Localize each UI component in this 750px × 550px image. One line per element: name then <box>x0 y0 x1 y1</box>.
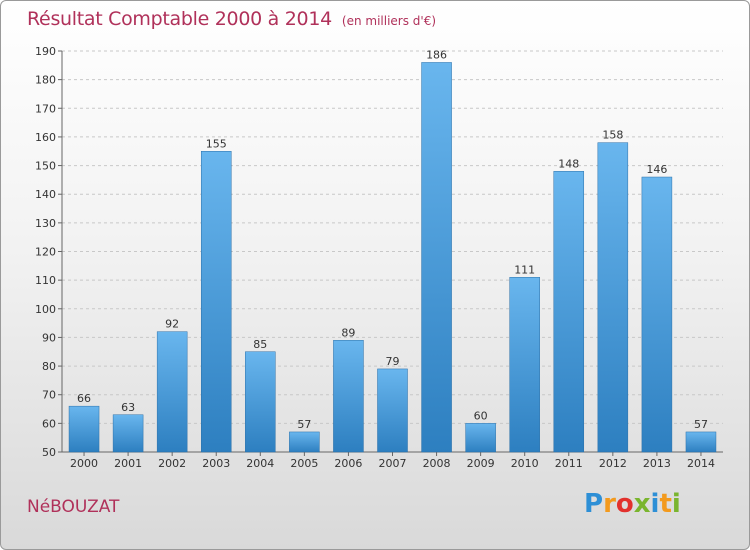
bar-value-label: 158 <box>602 129 623 142</box>
bar <box>289 431 320 453</box>
bar <box>465 423 496 453</box>
bar-value-label: 155 <box>206 137 227 150</box>
logo-letter: i <box>650 489 660 519</box>
x-tick-label: 2003 <box>202 457 230 470</box>
bar-value-label: 63 <box>121 401 135 414</box>
y-tick-label: 80 <box>42 360 56 373</box>
y-tick-label: 130 <box>35 217 56 230</box>
bar <box>200 151 232 453</box>
bar <box>421 62 452 453</box>
y-tick-label: 190 <box>35 45 56 58</box>
x-tick-label: 2004 <box>246 457 274 470</box>
proxiti-logo[interactable]: Proxiti <box>584 489 681 519</box>
bar-value-label: 57 <box>297 418 311 431</box>
logo-letter: r <box>603 489 616 519</box>
bar <box>685 431 717 453</box>
bar-value-label: 85 <box>253 338 267 351</box>
bar-value-label: 148 <box>558 157 579 170</box>
y-tick-label: 60 <box>42 417 56 430</box>
bar <box>245 351 276 453</box>
x-tick-label: 2007 <box>379 457 407 470</box>
x-tick-label: 2012 <box>599 457 627 470</box>
bar <box>553 171 585 453</box>
x-tick-label: 2006 <box>334 457 362 470</box>
y-tick-label: 100 <box>35 303 56 316</box>
x-tick-label: 2002 <box>158 457 186 470</box>
x-tick-label: 2014 <box>687 457 715 470</box>
bar <box>509 277 540 453</box>
logo-letter: t <box>659 489 672 519</box>
chart-title: Résultat Comptable 2000 à 2014 (en millie… <box>27 8 436 30</box>
bar <box>68 405 100 453</box>
bar <box>597 142 629 453</box>
logo-letter: P <box>584 489 604 519</box>
x-tick-label: 2013 <box>643 457 671 470</box>
bar <box>112 414 144 453</box>
data-labels: 66 63 92 155 85 57 89 79 186 60 111 148 158 146 57 <box>77 48 708 430</box>
y-tick-label: 50 <box>42 446 56 459</box>
x-tick-label: 2005 <box>290 457 318 470</box>
x-tick-label: 2010 <box>511 457 539 470</box>
bar-value-label: 111 <box>514 263 535 276</box>
x-tick-label: 2009 <box>467 457 495 470</box>
bar-value-label: 89 <box>341 326 355 339</box>
bars <box>68 62 717 453</box>
bar-value-label: 146 <box>646 163 667 176</box>
y-tick-label: 160 <box>35 131 56 144</box>
bar-value-label: 57 <box>694 418 708 431</box>
bar <box>377 368 408 453</box>
bar <box>156 331 188 453</box>
logo-letter: o <box>615 489 634 519</box>
bar-value-label: 79 <box>386 355 400 368</box>
title-text: Résultat Comptable 2000 à 2014 <box>27 8 332 30</box>
bar-value-label: 66 <box>77 392 91 405</box>
bar-value-label: 186 <box>426 48 447 61</box>
axes: 50 60 70 80 90 100 110 120 130 140 150 160 170 180 190… <box>35 45 723 470</box>
y-tick-label: 180 <box>35 74 56 87</box>
bar <box>641 176 673 453</box>
bar <box>333 340 364 453</box>
y-tick-label: 170 <box>35 102 56 115</box>
logo-letter: x <box>633 489 651 519</box>
y-tick-label: 90 <box>42 331 56 344</box>
bar-value-label: 92 <box>165 318 179 331</box>
y-tick-label: 150 <box>35 160 56 173</box>
chart-subtitle: (en milliers d'€) <box>341 14 437 28</box>
bar-value-label: 60 <box>474 409 488 422</box>
x-tick-label: 2001 <box>114 457 142 470</box>
y-tick-label: 70 <box>42 389 56 402</box>
x-tick-label: 2000 <box>70 457 98 470</box>
y-tick-label: 120 <box>35 246 56 259</box>
y-tick-label: 140 <box>35 188 56 201</box>
logo-letter: i <box>671 489 681 519</box>
commune-name: NéBOUZAT <box>27 497 120 517</box>
x-tick-label: 2011 <box>555 457 583 470</box>
x-tick-label: 2008 <box>423 457 451 470</box>
y-tick-label: 110 <box>35 274 56 287</box>
